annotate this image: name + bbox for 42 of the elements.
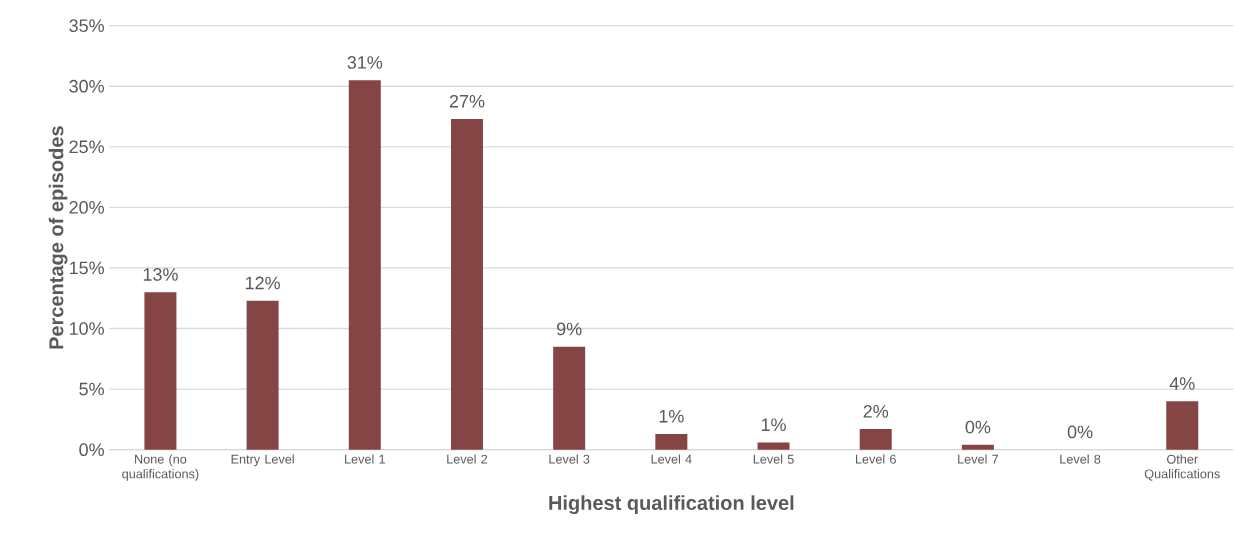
data-label: 4% bbox=[1169, 377, 1195, 390]
data-label: 31% bbox=[347, 56, 383, 69]
data-label: 1% bbox=[659, 409, 684, 423]
y-tick-label: 5% bbox=[79, 382, 104, 396]
y-tick-label: 10% bbox=[69, 322, 104, 335]
x-tick-label: Entry Level bbox=[231, 454, 294, 467]
y-tick-label: 0% bbox=[79, 443, 104, 457]
x-tick-label: Level 8 bbox=[1060, 454, 1101, 464]
data-label: 13% bbox=[143, 268, 178, 281]
data-label: 9% bbox=[556, 322, 582, 336]
y-tick-label: 15% bbox=[69, 261, 104, 275]
data-label: 0% bbox=[965, 420, 991, 434]
y-tick-label: 20% bbox=[69, 201, 104, 214]
x-tick-label: Level 1 bbox=[345, 454, 385, 464]
bar bbox=[246, 300, 279, 450]
bar bbox=[1166, 401, 1199, 450]
data-label: 12% bbox=[245, 276, 280, 290]
bar bbox=[144, 292, 177, 450]
bar bbox=[348, 80, 381, 450]
bar bbox=[655, 433, 688, 450]
y-tick-label: 30% bbox=[69, 79, 104, 93]
y-axis-title: Percentage of episodes bbox=[48, 126, 68, 349]
bar bbox=[859, 429, 892, 450]
bar bbox=[961, 444, 994, 450]
y-tick-label: 35% bbox=[69, 19, 104, 33]
data-label: 0% bbox=[1067, 425, 1093, 439]
data-label: 27% bbox=[449, 94, 485, 108]
bar bbox=[450, 118, 483, 450]
x-tick-label: Other Qualifications bbox=[1144, 454, 1220, 481]
x-tick-label: Level 6 bbox=[855, 454, 896, 464]
bar bbox=[553, 346, 586, 450]
y-tick-label: 25% bbox=[69, 140, 104, 154]
x-tick-label: Level 7 bbox=[958, 454, 999, 464]
data-label: 1% bbox=[761, 418, 786, 432]
x-tick-label: Level 4 bbox=[651, 454, 692, 464]
data-label: 2% bbox=[863, 405, 889, 418]
x-tick-label: Level 3 bbox=[549, 454, 590, 464]
x-tick-label: Level 5 bbox=[753, 454, 794, 464]
bar bbox=[757, 442, 790, 450]
x-tick-label: Level 2 bbox=[447, 454, 488, 464]
x-tick-label: None (no qualifications) bbox=[122, 454, 199, 481]
x-axis-title: Highest qualification level bbox=[549, 495, 794, 515]
